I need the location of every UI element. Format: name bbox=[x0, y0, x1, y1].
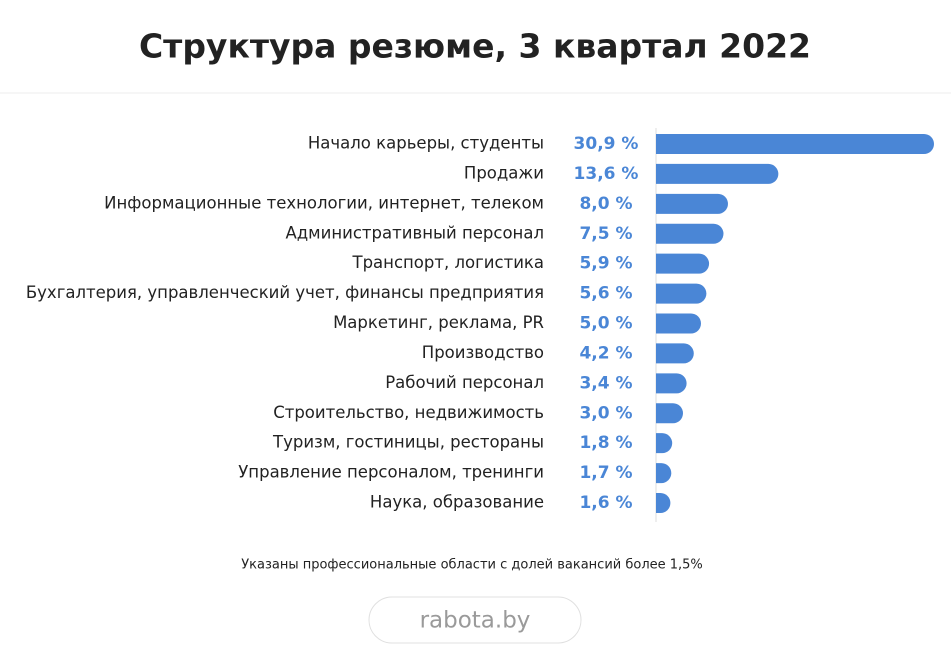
bar bbox=[656, 433, 673, 454]
category-label: Транспорт, логистика bbox=[352, 253, 545, 272]
bar bbox=[656, 493, 671, 513]
value-label: 1,7 % bbox=[579, 463, 632, 483]
category-label: Бухгалтерия, управленческий учет, финанс… bbox=[26, 283, 544, 302]
category-label: Маркетинг, реклама, PR bbox=[333, 313, 544, 332]
bar bbox=[656, 193, 728, 214]
bar bbox=[656, 283, 707, 304]
category-label: Информационные технологии, интернет, тел… bbox=[104, 193, 544, 212]
value-label: 3,4 % bbox=[579, 373, 632, 393]
bar bbox=[656, 253, 710, 274]
value-label: 30,9 % bbox=[574, 134, 639, 154]
bar bbox=[656, 163, 779, 184]
bar bbox=[656, 403, 683, 424]
category-label: Туризм, гостиницы, рестораны bbox=[272, 433, 544, 452]
value-label: 1,8 % bbox=[579, 433, 632, 453]
chart-title: Структура резюме, 3 квартал 2022 bbox=[139, 27, 811, 66]
footnote: Указаны профессиональные области с долей… bbox=[241, 558, 703, 573]
category-label: Наука, образование bbox=[370, 493, 544, 512]
category-label: Управление персоналом, тренинги bbox=[238, 463, 544, 482]
value-label: 8,0 % bbox=[579, 194, 632, 214]
source-pill bbox=[368, 596, 582, 644]
category-label: Строительство, недвижимость bbox=[273, 403, 544, 422]
value-label: 5,0 % bbox=[579, 314, 632, 334]
bar bbox=[656, 463, 672, 484]
category-label: Продажи bbox=[464, 163, 544, 182]
value-label: 5,6 % bbox=[579, 284, 632, 304]
bar bbox=[656, 313, 701, 334]
value-label: 4,2 % bbox=[579, 343, 632, 363]
category-label: Производство bbox=[422, 343, 544, 362]
category-label: Начало карьеры, студенты bbox=[308, 134, 544, 153]
source: rabota.by bbox=[420, 608, 531, 634]
bar bbox=[656, 223, 724, 244]
bar bbox=[656, 343, 694, 364]
category-label: Административный персонал bbox=[285, 223, 544, 242]
value-label: 5,9 % bbox=[579, 254, 632, 274]
bar bbox=[656, 134, 934, 154]
bar bbox=[656, 373, 687, 394]
value-label: 13,6 % bbox=[574, 164, 639, 184]
value-label: 1,6 % bbox=[579, 493, 632, 513]
value-label: 3,0 % bbox=[579, 403, 632, 423]
category-label: Рабочий персонал bbox=[385, 373, 544, 392]
value-label: 7,5 % bbox=[579, 224, 632, 244]
